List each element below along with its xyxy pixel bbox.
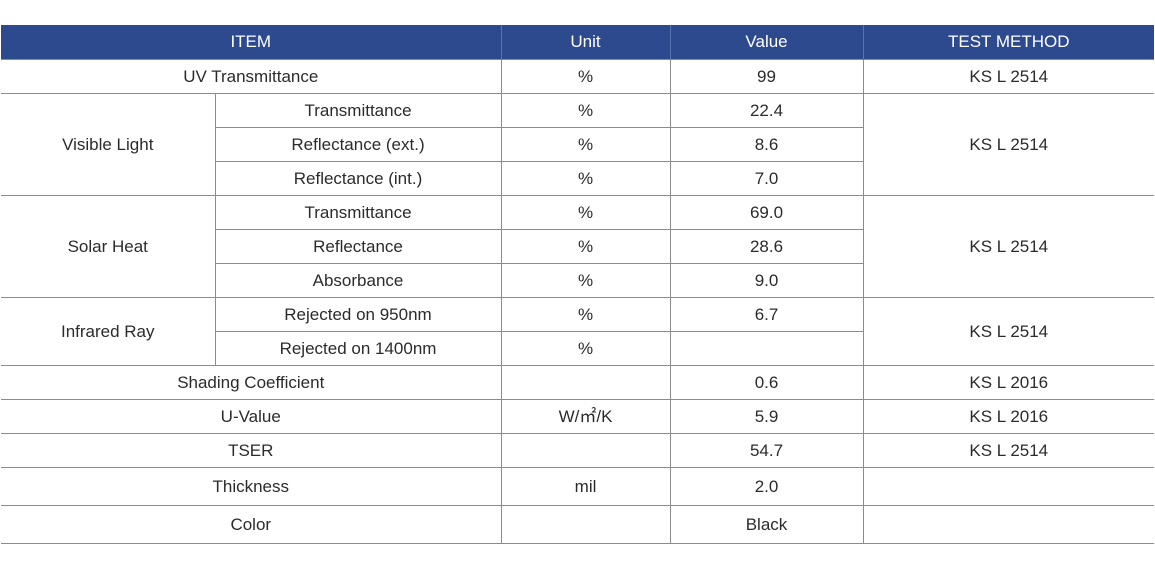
method-cell: KS L 2016 <box>862 399 1155 434</box>
unit-cell: % <box>500 297 671 332</box>
group-label-solar-heat: Solar Heat <box>1 195 215 298</box>
value-cell: 6.7 <box>669 297 864 332</box>
table-row: Color Black <box>1 505 1155 544</box>
unit-cell: % <box>500 59 671 94</box>
value-cell: 69.0 <box>669 195 864 230</box>
value-cell: 28.6 <box>669 229 864 264</box>
value-cell: 5.9 <box>669 399 864 434</box>
value-cell: 0.6 <box>669 365 864 400</box>
unit-cell: W/㎡/K <box>500 399 671 434</box>
header-item: ITEM <box>1 25 502 60</box>
method-cell: KS L 2514 <box>862 297 1155 366</box>
table-row: TSER 54.7 KS L 2514 <box>1 433 1155 468</box>
sub-item-cell: Rejected on 1400nm <box>214 331 502 366</box>
item-cell: Shading Coefficient <box>1 365 502 400</box>
sub-item-cell: Transmittance <box>214 195 502 230</box>
table-row: Thickness mil 2.0 <box>1 467 1155 506</box>
table-row: Shading Coefficient 0.6 KS L 2016 <box>1 365 1155 400</box>
item-cell: TSER <box>1 433 502 468</box>
table-row: Reflectance (int.) % 7.0 <box>1 161 1154 196</box>
header-unit: Unit <box>500 25 671 60</box>
table-row: U-Value W/㎡/K 5.9 KS L 2016 <box>1 399 1155 434</box>
value-cell: 9.0 <box>669 263 864 298</box>
table-row: Infrared Ray Rejected on 950nm % 6.7 KS … <box>1 297 1155 366</box>
method-cell <box>862 467 1155 506</box>
method-cell: KS L 2514 <box>862 433 1155 468</box>
table-row: Reflectance % 28.6 <box>1 229 1154 264</box>
method-cell <box>862 505 1155 544</box>
sub-item-cell: Reflectance (ext.) <box>214 127 502 162</box>
value-cell: 2.0 <box>669 467 864 506</box>
table-row: Solar Heat Transmittance % 69.0 KS L 251… <box>1 195 1155 298</box>
value-cell: Black <box>669 505 864 544</box>
table-row: Visible Light Transmittance % 22.4 KS L … <box>1 93 1155 196</box>
value-cell: 99 <box>669 59 864 94</box>
sub-item-cell: Reflectance (int.) <box>214 161 502 196</box>
unit-cell: % <box>500 263 671 298</box>
sub-item-cell: Transmittance <box>214 93 502 128</box>
unit-cell: % <box>500 93 671 128</box>
header-row: ITEM Unit Value TEST METHOD <box>1 25 1155 60</box>
spec-table: ITEM Unit Value TEST METHOD UV Transmitt… <box>1 25 1155 544</box>
unit-cell: mil <box>500 467 671 506</box>
table-row: Reflectance (ext.) % 8.6 <box>1 127 1154 162</box>
item-cell: U-Value <box>1 399 502 434</box>
value-cell: 8.6 <box>669 127 864 162</box>
value-cell: 54.7 <box>669 433 864 468</box>
method-cell: KS L 2514 <box>862 93 1155 196</box>
method-cell: KS L 2514 <box>862 195 1155 298</box>
unit-cell: % <box>500 229 671 264</box>
sub-item-cell: Rejected on 950nm <box>214 297 502 332</box>
unit-cell <box>500 505 671 544</box>
sub-item-cell: Absorbance <box>214 263 502 298</box>
value-cell: 7.0 <box>669 161 864 196</box>
sub-item-cell: Reflectance <box>214 229 502 264</box>
group-label-infrared-ray: Infrared Ray <box>1 297 215 366</box>
item-cell: UV Transmittance <box>1 59 502 94</box>
method-cell: KS L 2016 <box>862 365 1155 400</box>
header-test-method: TEST METHOD <box>862 25 1155 60</box>
table-row: Rejected on 1400nm % <box>1 331 1154 366</box>
item-cell: Thickness <box>1 467 502 506</box>
table-row: UV Transmittance % 99 KS L 2514 <box>1 59 1155 94</box>
table-row: Absorbance % 9.0 <box>1 263 1154 298</box>
item-cell: Color <box>1 505 502 544</box>
unit-cell: % <box>500 161 671 196</box>
header-value: Value <box>669 25 864 60</box>
unit-cell: % <box>500 127 671 162</box>
unit-cell <box>500 433 671 468</box>
unit-cell <box>500 365 671 400</box>
value-cell <box>669 331 864 366</box>
value-cell: 22.4 <box>669 93 864 128</box>
method-cell: KS L 2514 <box>862 59 1155 94</box>
unit-cell: % <box>500 195 671 230</box>
unit-cell: % <box>500 331 671 366</box>
group-label-visible-light: Visible Light <box>1 93 215 196</box>
